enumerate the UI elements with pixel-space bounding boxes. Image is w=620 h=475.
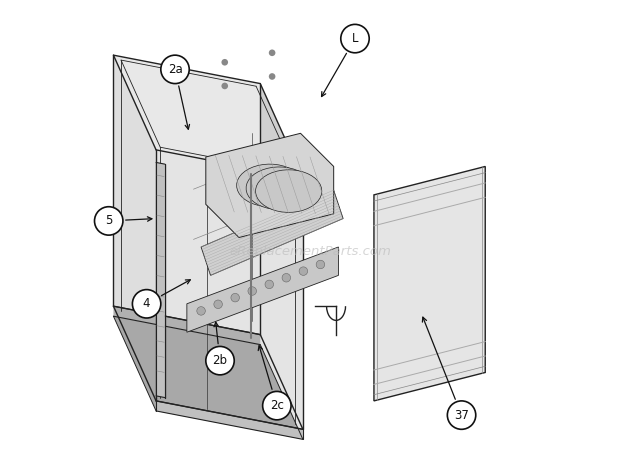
Text: 5: 5 bbox=[105, 214, 112, 228]
Text: 37: 37 bbox=[454, 408, 469, 422]
Circle shape bbox=[206, 346, 234, 375]
Circle shape bbox=[269, 49, 275, 56]
Circle shape bbox=[214, 300, 223, 309]
Polygon shape bbox=[156, 162, 165, 398]
Circle shape bbox=[248, 287, 257, 295]
Circle shape bbox=[269, 73, 275, 80]
Circle shape bbox=[221, 83, 228, 89]
Circle shape bbox=[94, 207, 123, 235]
Circle shape bbox=[231, 294, 239, 302]
Circle shape bbox=[161, 55, 189, 84]
Polygon shape bbox=[206, 133, 334, 238]
Polygon shape bbox=[237, 164, 303, 207]
Circle shape bbox=[299, 267, 308, 276]
Polygon shape bbox=[201, 190, 343, 276]
Circle shape bbox=[133, 290, 161, 318]
Polygon shape bbox=[156, 150, 303, 429]
Polygon shape bbox=[113, 306, 303, 429]
Text: 2a: 2a bbox=[167, 63, 182, 76]
Polygon shape bbox=[113, 316, 303, 439]
Polygon shape bbox=[260, 84, 303, 429]
Circle shape bbox=[197, 307, 205, 315]
Text: 2b: 2b bbox=[213, 354, 228, 367]
Circle shape bbox=[316, 260, 325, 269]
Text: 2c: 2c bbox=[270, 399, 284, 412]
Circle shape bbox=[265, 280, 273, 289]
Text: 4: 4 bbox=[143, 297, 151, 310]
Polygon shape bbox=[187, 247, 339, 332]
Circle shape bbox=[341, 24, 369, 53]
Polygon shape bbox=[255, 170, 322, 212]
Text: L: L bbox=[352, 32, 358, 45]
Circle shape bbox=[282, 274, 291, 282]
Text: eReplacementParts.com: eReplacementParts.com bbox=[229, 245, 391, 258]
Polygon shape bbox=[246, 167, 312, 209]
Polygon shape bbox=[113, 306, 260, 345]
Polygon shape bbox=[113, 55, 156, 401]
Circle shape bbox=[448, 401, 476, 429]
Polygon shape bbox=[156, 401, 303, 439]
Polygon shape bbox=[113, 55, 303, 178]
Polygon shape bbox=[374, 166, 485, 401]
Circle shape bbox=[221, 59, 228, 66]
Circle shape bbox=[263, 391, 291, 420]
